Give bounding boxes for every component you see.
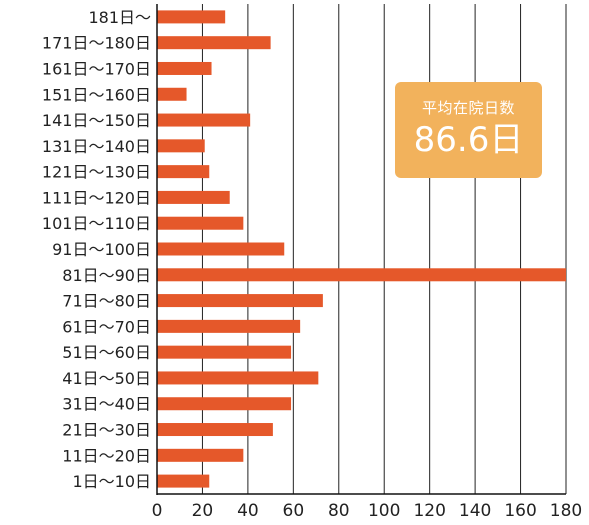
x-tick-label-160: 160 — [504, 501, 536, 521]
bar-4 — [157, 113, 251, 127]
bar-0 — [157, 10, 226, 24]
category-label-14: 41日〜50日 — [62, 369, 151, 388]
category-label-5: 131日〜140日 — [42, 137, 151, 156]
x-tick-label-0: 0 — [152, 501, 163, 521]
x-tick-label-100: 100 — [368, 501, 400, 521]
category-label-15: 31日〜40日 — [62, 395, 151, 414]
category-label-2: 161日〜170日 — [42, 59, 151, 78]
category-label-3: 151日〜160日 — [42, 85, 151, 104]
bar-5 — [157, 139, 205, 153]
bar-6 — [157, 165, 210, 179]
bar-11 — [157, 294, 323, 308]
bar-14 — [157, 371, 319, 385]
bar-10 — [157, 268, 566, 282]
category-label-13: 51日〜60日 — [62, 343, 151, 362]
category-label-4: 141日〜150日 — [42, 111, 151, 130]
bar-17 — [157, 448, 244, 462]
x-tick-label-140: 140 — [459, 501, 491, 521]
bar-15 — [157, 397, 292, 411]
category-label-10: 81日〜90日 — [62, 266, 151, 285]
x-tick-label-40: 40 — [237, 501, 259, 521]
category-label-17: 11日〜20日 — [62, 446, 151, 465]
average-stay-title: 平均在院日数 — [421, 99, 515, 117]
bar-7 — [157, 190, 230, 204]
category-label-0: 181日〜 — [88, 8, 151, 27]
bar-3 — [157, 87, 187, 101]
x-tick-label-120: 120 — [413, 501, 445, 521]
bar-8 — [157, 216, 244, 230]
category-label-9: 91日〜100日 — [52, 240, 151, 259]
category-label-1: 171日〜180日 — [42, 34, 151, 53]
category-label-18: 1日〜10日 — [72, 472, 151, 491]
x-tick-label-180: 180 — [550, 501, 582, 521]
category-label-6: 121日〜130日 — [42, 163, 151, 182]
x-tick-label-60: 60 — [283, 501, 305, 521]
bar-18 — [157, 474, 210, 488]
bar-2 — [157, 61, 212, 75]
x-tick-label-20: 20 — [192, 501, 214, 521]
category-label-8: 101日〜110日 — [42, 214, 151, 233]
average-stay-value: 86.6日 — [413, 120, 524, 160]
average-stay-badge: 平均在院日数 86.6日 — [395, 82, 542, 178]
category-label-11: 71日〜80日 — [62, 292, 151, 311]
bar-13 — [157, 345, 292, 359]
category-label-12: 61日〜70日 — [62, 317, 151, 336]
category-label-7: 111日〜120日 — [42, 188, 151, 207]
bar-9 — [157, 242, 285, 256]
category-label-16: 21日〜30日 — [62, 421, 151, 440]
bar-16 — [157, 423, 273, 437]
bar-1 — [157, 36, 271, 50]
bar-12 — [157, 319, 301, 333]
x-tick-label-80: 80 — [328, 501, 350, 521]
